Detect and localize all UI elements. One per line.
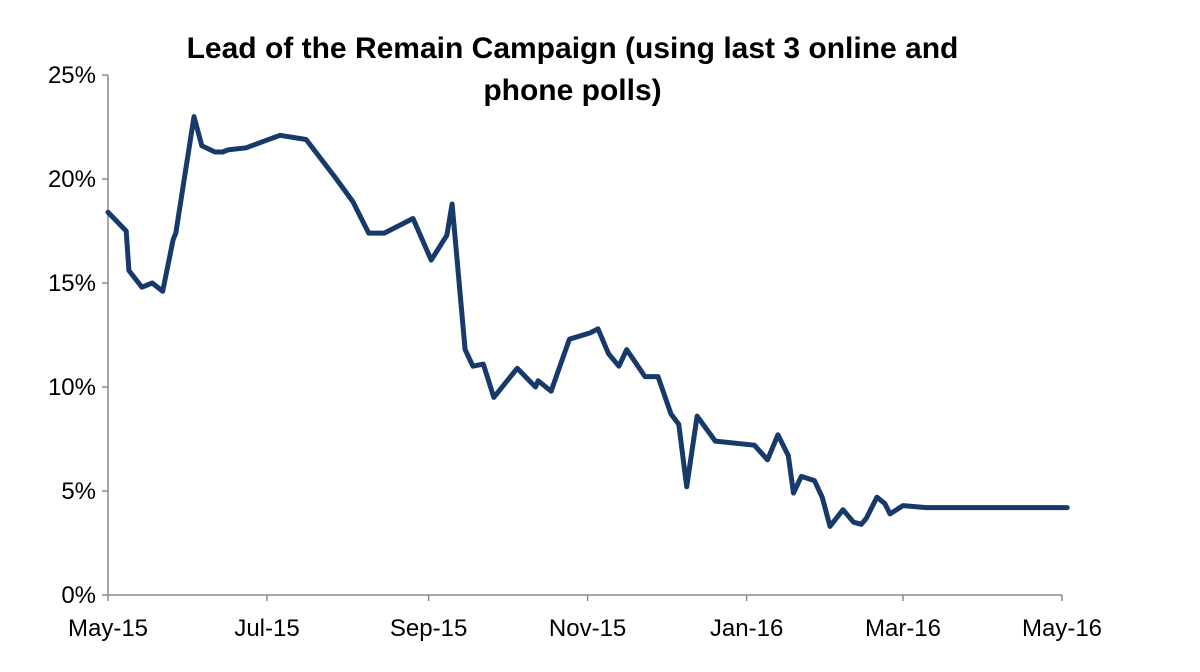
x-tick-label: Nov-15 (549, 615, 626, 642)
y-tick-label: 20% (48, 166, 96, 193)
y-axis-ticks: 0% 5% 10% 15% 20% 25% (48, 62, 108, 609)
chart-title-line-2: phone polls) (483, 74, 662, 107)
x-axis-ticks: May-15 Jul-15 Sep-15 Nov-15 Jan-16 Mar-16 May-… (68, 595, 1102, 642)
chart-title-line-1: Lead of the Remain Campaign (using last … (186, 32, 959, 65)
x-tick-label: Jan-16 (710, 615, 783, 642)
x-tick-label: Sep-15 (390, 615, 467, 642)
y-tick-label: 25% (48, 62, 96, 89)
x-tick-label: May-15 (68, 615, 148, 642)
x-tick-label: May-16 (1022, 615, 1102, 642)
y-tick-label: 15% (48, 270, 96, 297)
series-line (105, 114, 1070, 529)
series-group (105, 114, 1070, 529)
x-tick-label: Jul-15 (234, 615, 299, 642)
chart-title: Lead of the Remain Campaign (using last … (0, 28, 1145, 112)
y-tick-label: 10% (48, 374, 96, 401)
x-tick-label: Mar-16 (865, 615, 941, 642)
y-tick-label: 5% (61, 478, 96, 505)
y-tick-label: 0% (61, 582, 96, 609)
